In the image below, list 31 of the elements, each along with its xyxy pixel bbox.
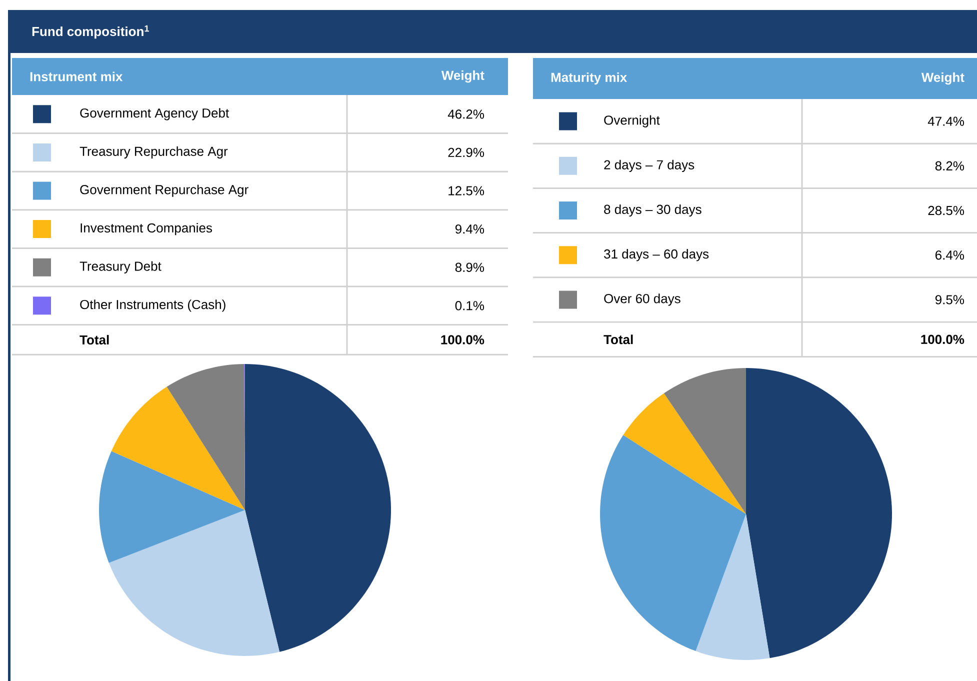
legend-label: Government Agency Debt <box>80 108 229 120</box>
data-label: 47.4% <box>928 116 964 126</box>
legend-label: 31 days – 60 days <box>604 249 709 262</box>
legend-label: Government Repurchase Agr <box>80 184 248 197</box>
legend-title: Instrument mix <box>30 72 123 82</box>
legend-title: Maturity mix <box>551 72 628 85</box>
legend-label: 8 days – 30 days <box>604 204 702 217</box>
text: Weight <box>921 72 964 85</box>
legend-label: Overnight <box>604 115 660 128</box>
data-label: 22.9% <box>448 148 484 158</box>
legend-label: Treasury Repurchase Agr <box>80 146 228 159</box>
text: Weight <box>441 70 484 83</box>
legend-label: Over 60 days <box>604 294 680 306</box>
data-label: 12.5% <box>448 186 484 196</box>
legend-label: 2 days – 7 days <box>604 160 694 172</box>
text: Total <box>80 334 109 345</box>
legend-label: Treasury Debt <box>80 261 162 274</box>
chart-title: Fund composition$^{1}$ <box>32 25 149 39</box>
legend-label: Other Instruments (Cash) <box>80 300 226 312</box>
data-label: 46.2% <box>448 110 484 119</box>
text: 100.0% <box>441 335 484 344</box>
data-label: 9.5% <box>935 295 964 304</box>
data-label: 28.5% <box>928 206 964 216</box>
data-label: 8.9% <box>455 262 484 272</box>
text: 100.0% <box>921 334 964 344</box>
data-label: 6.4% <box>936 250 964 260</box>
text: Total <box>604 334 633 344</box>
data-label: 8.2% <box>935 161 964 171</box>
data-label: 9.4% <box>455 224 484 234</box>
legend-label: Investment Companies <box>80 222 212 236</box>
data-label: 0.1% <box>455 301 484 310</box>
